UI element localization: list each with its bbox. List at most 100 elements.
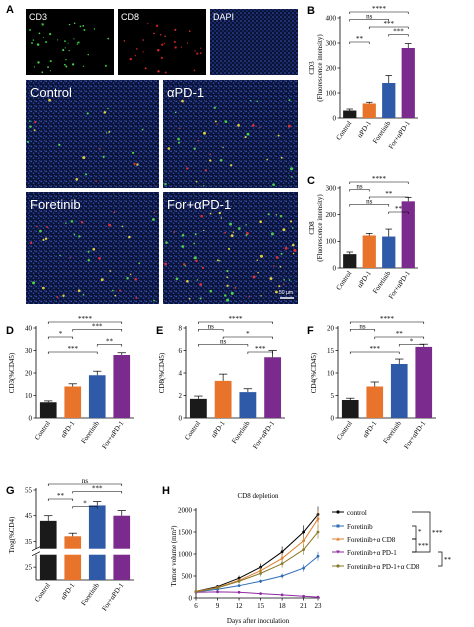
h-point	[302, 566, 306, 570]
legend-marker-for-apd1	[336, 550, 340, 554]
panel-h-chart: H CD8 depletion Days after inoculation T…	[162, 485, 452, 625]
fluorescence-dot	[203, 131, 206, 135]
fluorescence-dot	[80, 221, 84, 224]
fluorescence-dot	[197, 140, 199, 142]
h-title: CD8 depletion	[237, 492, 279, 500]
h-y-tick-label: 500	[182, 572, 193, 580]
h-point	[280, 557, 284, 560]
cd3-mini-image	[26, 9, 114, 75]
fluorescence-dot	[30, 41, 34, 45]
fluorescence-dot	[270, 232, 274, 236]
h-ylabel: Tumor volume (mm³)	[170, 525, 178, 587]
fluorescence-dot	[82, 25, 85, 27]
fluorescence-dot	[82, 294, 85, 296]
h-y-tick-label: 2000	[178, 506, 193, 514]
h-point	[302, 539, 306, 543]
h-point	[280, 574, 284, 578]
y-tick-label: 4	[179, 369, 183, 377]
x-tick-label: Foretinib	[382, 419, 404, 445]
fluorescence-dot	[226, 276, 229, 279]
fluorescence-dot	[173, 231, 176, 233]
legend-marker-for-acd8	[336, 537, 340, 541]
y-tick-label: 20	[327, 324, 335, 332]
fluorescence-dot	[248, 295, 251, 298]
fluorescence-dot	[209, 212, 212, 215]
panel-e-letter: E	[156, 325, 163, 337]
fluorescence-dot	[230, 291, 234, 295]
fluorescence-dot	[257, 271, 259, 274]
h-series-line	[195, 531, 319, 593]
h-sig-1: *	[418, 528, 422, 536]
fluorescence-dot	[65, 58, 67, 61]
h-point	[237, 579, 241, 583]
fluorescence-dot	[195, 259, 198, 263]
fluorescence-dot	[284, 246, 288, 250]
h-point	[316, 530, 320, 534]
significance-bracket	[388, 211, 409, 214]
fluorescence-dot	[202, 185, 205, 187]
fluorescence-dot	[260, 295, 262, 297]
y-tick-label: 30	[25, 347, 33, 355]
h-point	[237, 590, 241, 594]
h-point	[216, 590, 219, 594]
fluorescence-dot	[218, 211, 222, 215]
fluorescence-dot	[216, 259, 219, 262]
fluorescence-dot	[152, 218, 155, 221]
fluorescence-dot	[33, 66, 36, 68]
significance-label: ***	[68, 345, 79, 353]
significance-bracket	[349, 181, 409, 184]
bar	[401, 48, 415, 118]
fluorescence-dot	[38, 32, 41, 35]
bar	[113, 355, 131, 418]
h-point	[316, 595, 320, 599]
fluorescence-dot	[87, 258, 91, 262]
x-tick-label: For+αPD-1	[251, 419, 276, 450]
fluorescence-dot	[250, 99, 252, 102]
fluorescence-dot	[73, 22, 76, 25]
fluorescence-dot	[121, 225, 124, 228]
legend-marker-control	[336, 510, 340, 514]
significance-bracket	[47, 321, 123, 324]
panel-c-chart: C 0 100 200 300 CD8 (Fluorescence intensity) Co…	[307, 175, 418, 300]
fluorescence-dot	[26, 140, 30, 143]
y-tick-label: 0	[333, 264, 337, 272]
significance-label: ***	[370, 345, 381, 353]
fluorescence-dot	[36, 43, 40, 46]
y-axis-label: CD4(%CD45)	[310, 352, 318, 393]
panel-g-letter: G	[6, 485, 15, 497]
fluorescence-dot	[42, 286, 45, 290]
fluorescence-dot	[280, 156, 283, 159]
fluorescence-dot	[33, 129, 36, 132]
fluorescence-dot	[30, 241, 33, 245]
significance-label: **	[385, 190, 393, 198]
panel-e-chart: E 0 2 4 6 8 CD8(%CD45) Control αPD-1 Foretinib For…	[156, 315, 285, 450]
bar	[239, 392, 257, 418]
bar	[390, 364, 408, 418]
bar	[113, 515, 131, 580]
fluorescence-dot	[193, 256, 197, 260]
h-x-tick-label: 9	[216, 602, 220, 610]
fluorescence-dot	[32, 281, 36, 285]
fluorescence-dot	[227, 247, 231, 250]
legend-marker-for-apd1-acd8	[336, 564, 340, 568]
y-tick-label: 45	[25, 512, 33, 520]
fluorescence-dot	[130, 57, 133, 60]
fluorescence-dot	[131, 151, 135, 154]
significance-label: *	[83, 499, 87, 507]
fluorescence-dot	[275, 256, 279, 259]
x-tick-label: Foretinib	[230, 419, 252, 445]
fluorescence-dot	[213, 106, 216, 109]
fluorescence-dot	[65, 222, 67, 224]
significance-label: ***	[384, 20, 395, 28]
panel-d-letter: D	[6, 325, 14, 337]
fluorescence-dot	[178, 141, 181, 144]
fluorescence-dot	[193, 69, 196, 72]
h-point	[302, 530, 306, 534]
x-tick-label: Control	[183, 420, 202, 442]
fluorescence-dot	[278, 285, 281, 288]
fluorescence-dot	[34, 120, 37, 124]
y-tick-label: 8	[179, 324, 183, 332]
significance-bracket	[222, 336, 273, 339]
h-series-line	[195, 555, 319, 593]
significance-bracket	[349, 11, 409, 14]
